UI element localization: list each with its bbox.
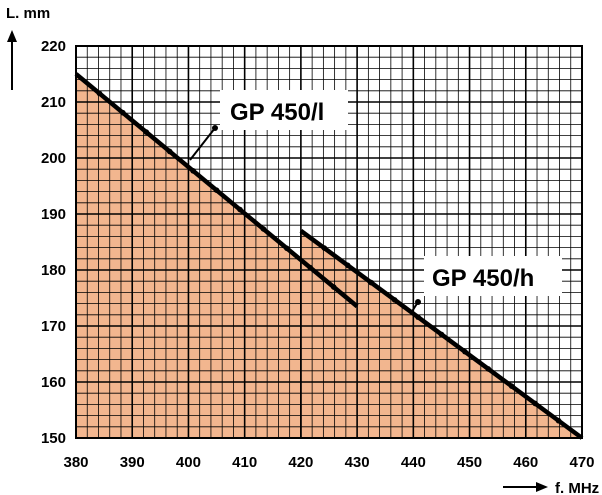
series-point [415, 314, 421, 320]
series-point [462, 348, 468, 355]
series-point [307, 264, 314, 271]
series-label: GP 450/h [432, 265, 534, 292]
callout-dot [212, 125, 218, 131]
series-point [344, 262, 351, 269]
series-point [368, 279, 374, 286]
y-tick-label: 190 [41, 206, 66, 223]
y-tick-label: 220 [41, 38, 66, 55]
series-point [555, 417, 562, 424]
series-point [260, 226, 267, 232]
x-tick-label: 390 [120, 454, 145, 471]
area-gp450l [76, 74, 358, 438]
series-point [321, 245, 328, 251]
callout-gp450h: GP 450/h [410, 256, 562, 314]
x-tick-label: 470 [569, 454, 594, 471]
plot-frame [75, 45, 583, 439]
callout-box [424, 256, 562, 296]
callout-gp450l: GP 450/l [189, 90, 348, 161]
y-tick-label: 180 [41, 262, 66, 279]
series-point [120, 109, 126, 116]
series-point [508, 383, 515, 390]
series-point [330, 284, 337, 290]
series-point [143, 129, 150, 135]
series-point [96, 90, 103, 97]
x-tick-label: 430 [345, 454, 370, 471]
callout-dot [415, 299, 421, 305]
series-point [438, 331, 445, 338]
x-tick-label: 460 [513, 454, 538, 471]
callout-box [220, 90, 348, 130]
y-tick-label: 160 [41, 374, 66, 391]
x-tick-label: 440 [401, 454, 426, 471]
callout-leader [189, 127, 216, 161]
x-tick-labels: 380 390 400 410 420 430 440 450 460 470 [63, 454, 594, 471]
series-lines [74, 72, 584, 440]
up-arrow-icon [7, 30, 17, 90]
y-tick-label: 210 [41, 94, 66, 111]
series-point [532, 400, 538, 407]
y-tick-label: 170 [41, 318, 66, 335]
series-point [391, 297, 398, 303]
series-point [190, 168, 196, 174]
series-label: GP 450/l [230, 99, 324, 126]
series-point [213, 187, 220, 193]
y-tick-label: 150 [41, 430, 66, 447]
series-point [166, 148, 173, 155]
right-arrow-icon [503, 482, 548, 492]
x-tick-label: 380 [63, 454, 88, 471]
y-axis-title: L. mm [6, 5, 50, 22]
y-tick-labels: 150 160 170 180 190 200 210 220 [41, 38, 66, 447]
x-axis-title: f. MHz [555, 480, 599, 495]
y-tick-label: 200 [41, 150, 66, 167]
x-tick-label: 450 [457, 454, 482, 471]
series-point [284, 245, 290, 252]
x-tick-label: 420 [288, 454, 313, 471]
series-point [485, 366, 492, 372]
x-tick-label: 400 [176, 454, 201, 471]
series-point [237, 206, 243, 213]
x-tick-label: 410 [232, 454, 257, 471]
